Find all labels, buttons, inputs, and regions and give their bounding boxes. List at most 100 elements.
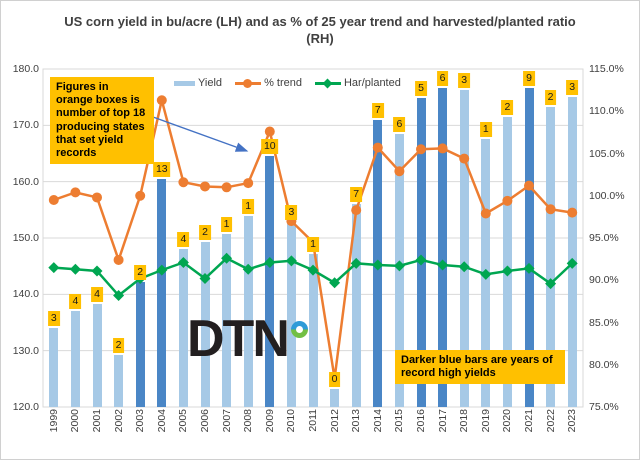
legend-item-har-planted: Har/planted bbox=[314, 77, 401, 89]
pct-trend-marker-icon bbox=[92, 192, 102, 203]
bar-count-label: 2 bbox=[199, 224, 211, 240]
legend-label-yield: Yield bbox=[198, 77, 223, 89]
annotation-arrow-icon bbox=[152, 116, 249, 152]
dtn-logo: DTN bbox=[187, 310, 308, 368]
annotation-note-left: Figures in orange boxes is number of top… bbox=[50, 77, 154, 165]
bar-record-year bbox=[265, 156, 275, 407]
bar-count-label: 6 bbox=[436, 71, 449, 87]
bar bbox=[92, 304, 102, 407]
x-axis-year-label: 2019 bbox=[479, 409, 492, 433]
pct-trend-marker-icon bbox=[200, 181, 210, 192]
bar bbox=[567, 97, 577, 407]
bar-count-label: 2 bbox=[134, 264, 147, 280]
bar-count-label: 5 bbox=[415, 81, 427, 97]
bar-record-year bbox=[373, 119, 383, 407]
bar-count-label: 10 bbox=[260, 139, 279, 155]
x-axis-year-label: 2005 bbox=[177, 409, 190, 433]
x-axis-year-label: 2008 bbox=[242, 409, 255, 433]
bar-count-label: 7 bbox=[371, 102, 384, 118]
bar-record-year bbox=[135, 281, 145, 407]
x-axis-year-label: 2016 bbox=[415, 409, 427, 433]
x-axis-year-label: 2007 bbox=[220, 409, 233, 433]
x-axis-year-label: 2012 bbox=[328, 409, 341, 433]
bar-count-label: 3 bbox=[566, 80, 579, 96]
y-axis-right-tick: 75.0% bbox=[589, 401, 619, 413]
bar-count-label: 9 bbox=[523, 70, 535, 86]
yield-swatch-icon bbox=[174, 80, 195, 86]
pct-trend-marker-icon bbox=[178, 177, 189, 188]
y-axis-right-tick: 110.0% bbox=[589, 105, 624, 118]
bar-count-label: 4 bbox=[177, 232, 190, 248]
y-axis-left-tick: 150.0 bbox=[12, 232, 39, 244]
pct-trend-marker-icon bbox=[135, 190, 146, 201]
pct-trend-marker-icon bbox=[221, 182, 232, 193]
y-axis-left-tick: 160.0 bbox=[12, 175, 39, 188]
bar-record-year bbox=[157, 178, 167, 407]
x-axis-year-label: 2000 bbox=[69, 409, 82, 433]
y-axis-right-tick: 100.0% bbox=[589, 189, 625, 202]
x-axis-year-label: 2021 bbox=[523, 409, 535, 433]
bar-count-label: 3 bbox=[47, 311, 60, 327]
x-axis-year-label: 2022 bbox=[544, 409, 557, 433]
annotation-note-right: Darker blue bars are years of record hig… bbox=[395, 350, 565, 385]
bar-count-label: 3 bbox=[458, 72, 471, 88]
dtn-logo-ring-icon bbox=[290, 321, 308, 338]
legend-item-pct-trend: % trend bbox=[235, 77, 302, 89]
x-axis-year-label: 2004 bbox=[155, 409, 168, 433]
bar bbox=[308, 253, 318, 407]
bar bbox=[70, 311, 80, 407]
pct-trend-marker-icon bbox=[113, 254, 124, 265]
x-axis-year-label: 2023 bbox=[566, 409, 579, 433]
har-planted-marker-icon bbox=[329, 277, 341, 289]
bar bbox=[114, 354, 124, 407]
y-axis-left-tick: 140.0 bbox=[12, 288, 39, 301]
pct-trend-marker-icon bbox=[156, 95, 167, 106]
legend-label-har-planted: Har/planted bbox=[343, 77, 401, 89]
chart-title: US corn yield in bu/acre (LH) and as % o… bbox=[64, 14, 576, 46]
bar bbox=[351, 204, 361, 407]
y-axis-right-tick: 105.0% bbox=[589, 147, 625, 160]
y-axis-right-tick: 95.0% bbox=[589, 232, 619, 244]
y-axis-left-tick: 120.0 bbox=[12, 401, 39, 413]
pct-trend-marker-icon bbox=[264, 126, 275, 137]
x-axis-year-label: 1999 bbox=[47, 409, 60, 433]
y-axis-right-tick: 90.0% bbox=[589, 274, 619, 287]
bar-count-label: 4 bbox=[69, 294, 82, 310]
bar bbox=[330, 388, 340, 407]
har-planted-marker-icon bbox=[113, 289, 125, 301]
bar-count-label: 1 bbox=[307, 236, 319, 252]
bar-count-label: 7 bbox=[350, 187, 363, 203]
bar bbox=[286, 222, 296, 407]
y-axis-right-tick: 85.0% bbox=[589, 316, 619, 329]
har-planted-marker-icon bbox=[48, 262, 60, 274]
y-axis-right-tick: 80.0% bbox=[589, 358, 619, 371]
x-axis-year-label: 2014 bbox=[371, 409, 384, 433]
bar-count-label: 3 bbox=[285, 205, 298, 221]
pct-trend-swatch-icon bbox=[235, 78, 262, 88]
x-axis-year-label: 2013 bbox=[350, 409, 363, 433]
x-axis-year-label: 2001 bbox=[91, 409, 103, 433]
x-axis-year-label: 2009 bbox=[263, 409, 276, 433]
y-axis-left-tick: 130.0 bbox=[12, 344, 39, 357]
bar bbox=[49, 328, 59, 407]
x-axis-year-label: 2017 bbox=[436, 409, 449, 433]
har-planted-marker-icon bbox=[91, 265, 103, 277]
bar-count-label: 1 bbox=[479, 122, 492, 138]
legend-item-yield: Yield bbox=[174, 77, 222, 89]
bar-count-label: 4 bbox=[91, 287, 103, 303]
bar-count-label: 13 bbox=[152, 161, 171, 177]
bar-count-label: 2 bbox=[112, 337, 125, 353]
bar-count-label: 1 bbox=[242, 199, 255, 215]
x-axis-year-label: 2003 bbox=[134, 409, 147, 433]
har-planted-swatch-icon bbox=[314, 78, 341, 88]
y-axis-left-tick: 180.0 bbox=[12, 63, 39, 75]
legend: Yield % trend Har/planted bbox=[174, 77, 401, 89]
y-axis-right-tick: 115.0% bbox=[589, 63, 624, 75]
dtn-logo-text: DTN bbox=[187, 310, 290, 368]
y-axis-left-tick: 170.0 bbox=[12, 119, 39, 132]
legend-label-pct-trend: % trend bbox=[264, 77, 302, 89]
bar-count-label: 1 bbox=[220, 217, 233, 233]
bar-count-label: 2 bbox=[544, 89, 557, 105]
x-axis-year-label: 2002 bbox=[112, 409, 125, 433]
